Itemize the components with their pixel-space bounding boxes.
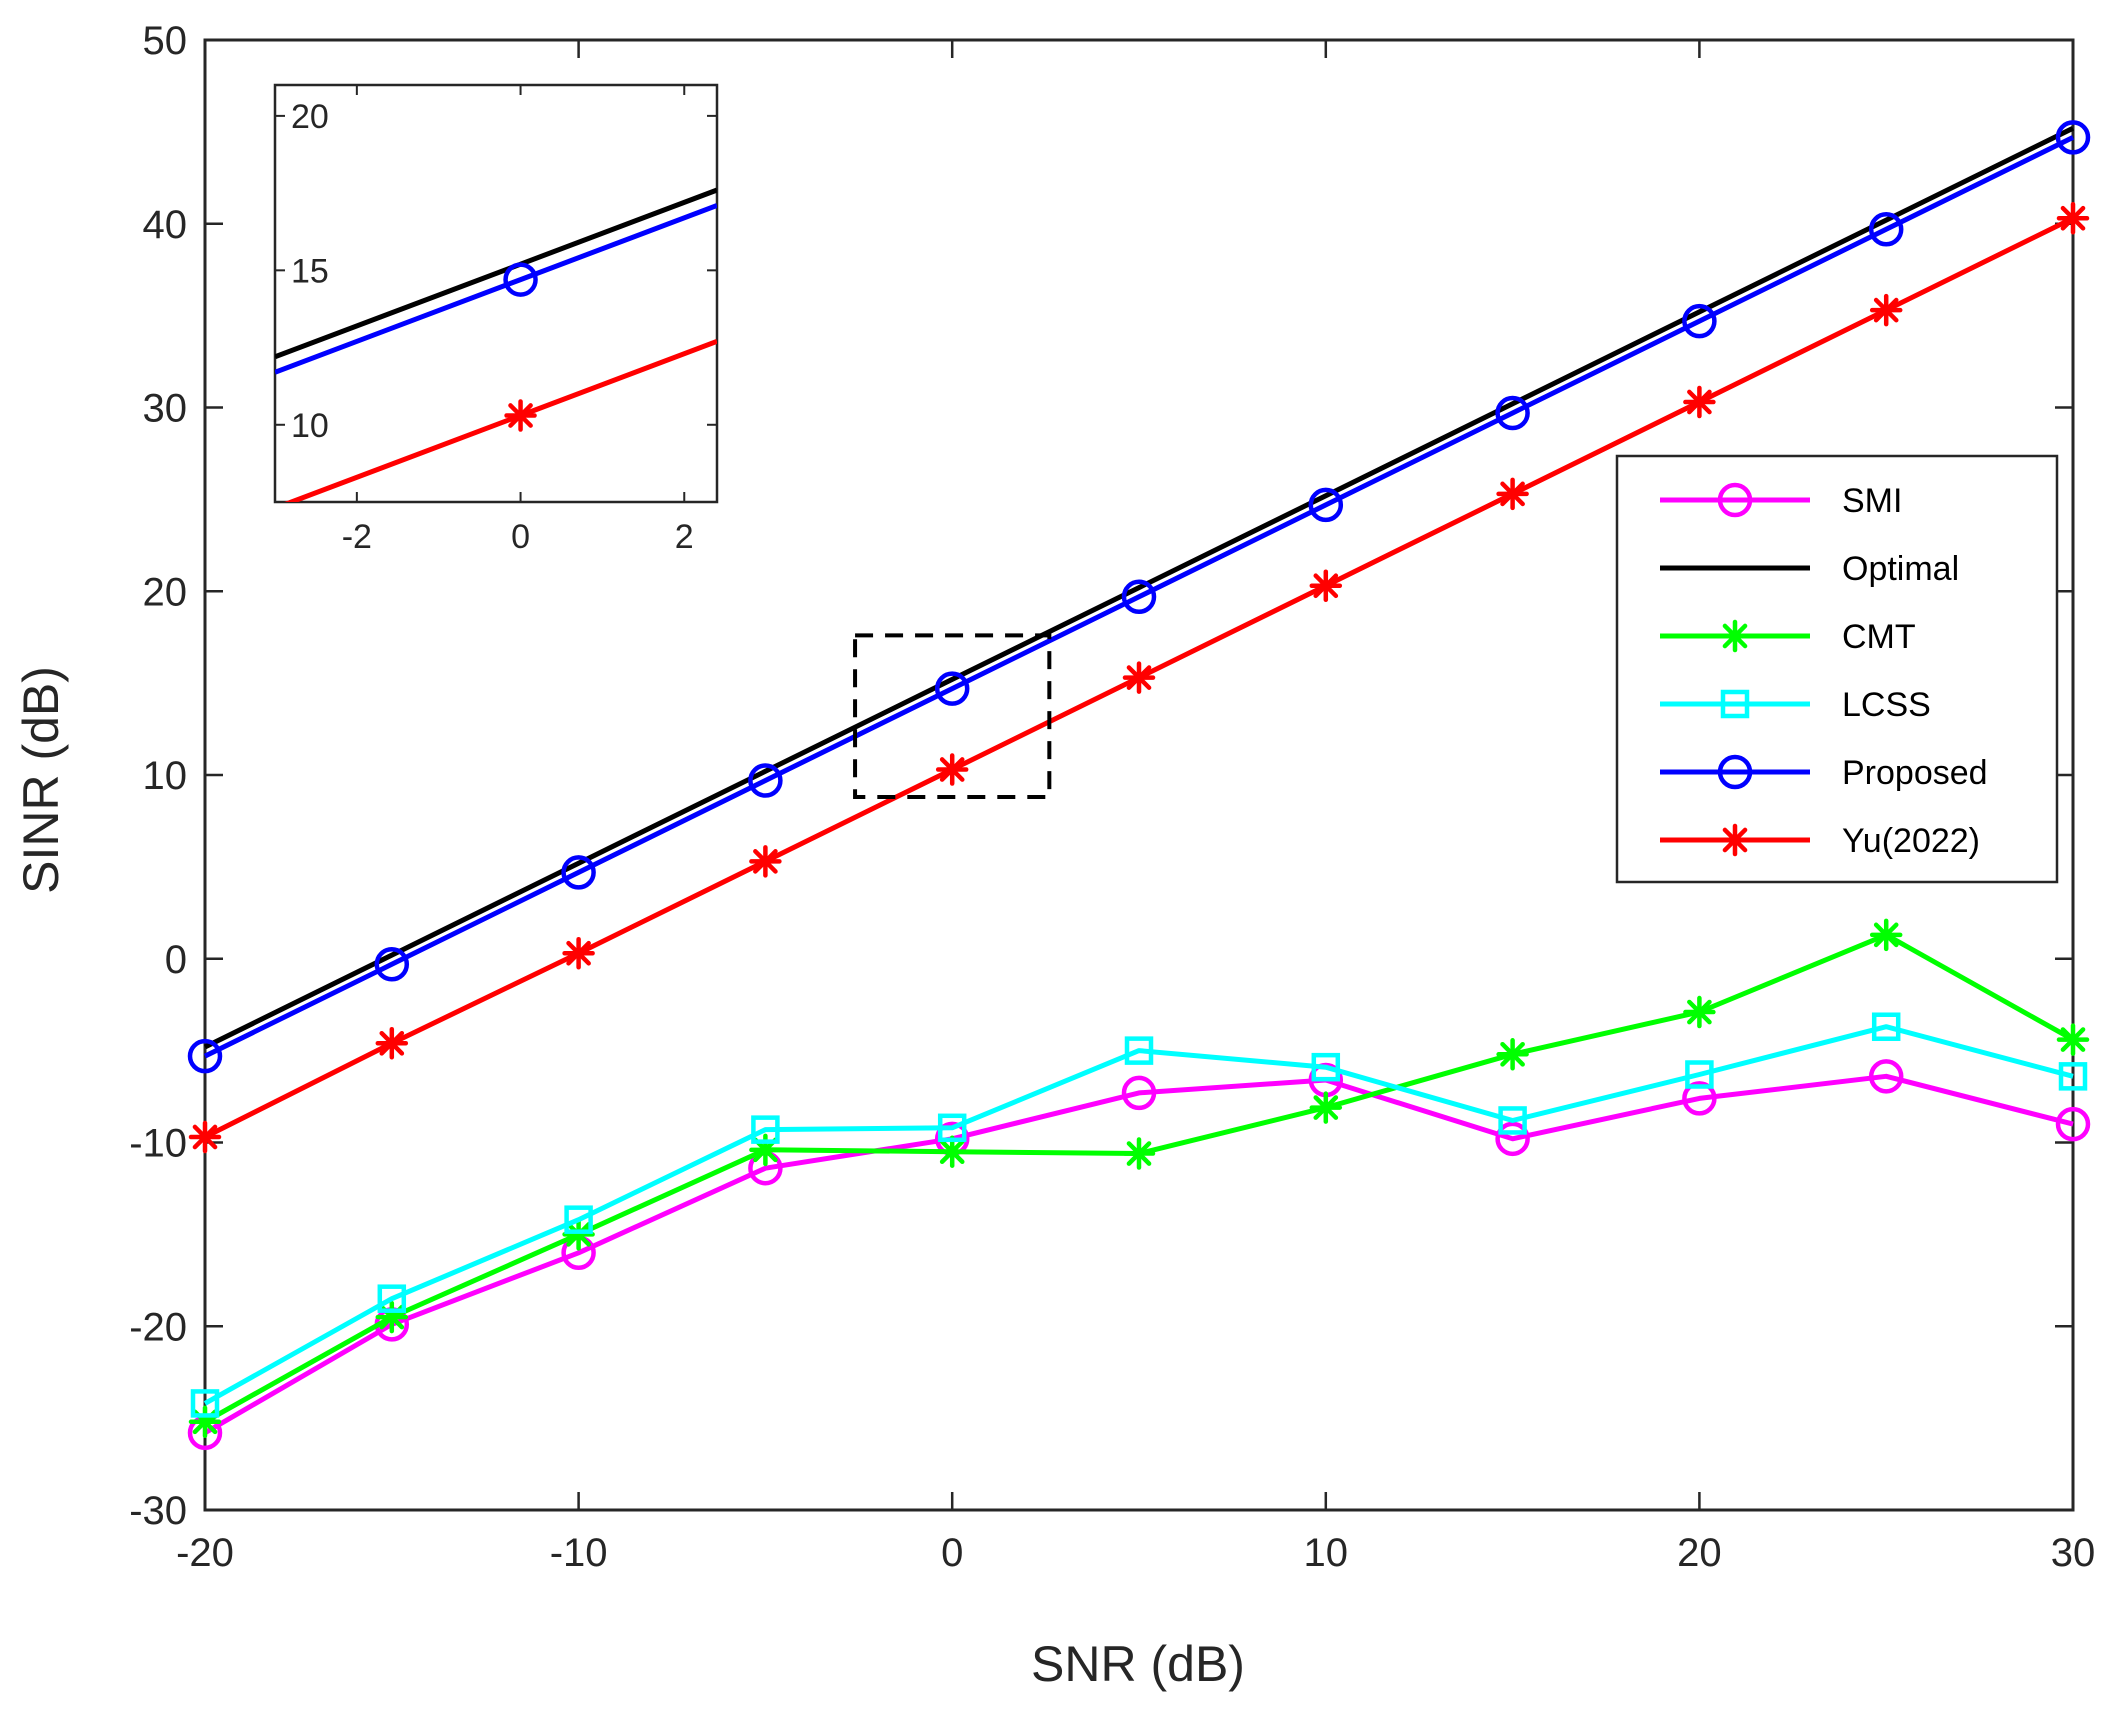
y-tick-label: 40 bbox=[143, 203, 188, 247]
data-point-yu-2022 bbox=[1122, 661, 1156, 694]
data-point-proposed bbox=[187, 1038, 223, 1074]
legend-label-proposed: Proposed bbox=[1842, 754, 1988, 792]
legend-label-smi: SMI bbox=[1842, 482, 1902, 520]
inset-plot-area: -2 0 2 10 15 20 bbox=[273, 83, 719, 556]
series-line-lcss bbox=[203, 1024, 2074, 1406]
y-tick-label: -10 bbox=[129, 1122, 187, 1166]
inset-x-tick-label: 0 bbox=[511, 518, 530, 556]
data-point-cmt bbox=[562, 1218, 595, 1251]
x-tick-label: -20 bbox=[176, 1531, 234, 1575]
data-point-lcss bbox=[1124, 1036, 1154, 1065]
data-point-proposed bbox=[561, 855, 596, 890]
data-point-lcss bbox=[564, 1205, 593, 1234]
data-point-lcss bbox=[751, 1115, 780, 1144]
x-tick-label: -10 bbox=[550, 1531, 608, 1575]
data-point-yu-2022 bbox=[1869, 293, 1903, 327]
y-tick-label: -20 bbox=[129, 1305, 187, 1349]
data-point-proposed bbox=[374, 947, 410, 982]
data-point-proposed bbox=[934, 671, 970, 706]
data-point-lcss bbox=[937, 1113, 967, 1143]
inset-x-tick-label: -2 bbox=[342, 518, 372, 556]
data-point-yu-2022 bbox=[935, 753, 969, 786]
legend-marker-cmt bbox=[1718, 619, 1752, 653]
data-point-lcss bbox=[1685, 1060, 1714, 1089]
inset-y-tick-label: 15 bbox=[291, 252, 329, 290]
data-point-cmt bbox=[935, 1135, 969, 1168]
legend-label-cmt: CMT bbox=[1842, 618, 1916, 656]
data-point-proposed bbox=[1121, 579, 1157, 615]
legend-marker-lcss bbox=[1720, 689, 1750, 719]
data-point-smi bbox=[1121, 1075, 1157, 1111]
data-point-smi bbox=[1495, 1121, 1530, 1157]
data-point-yu-2022 bbox=[1496, 477, 1529, 511]
legend-marker-yu-2022 bbox=[1718, 823, 1752, 857]
y-tick-label: -30 bbox=[129, 1489, 187, 1533]
legend: SMI Optimal CMT LCSS Proposed Yu(2022) bbox=[1615, 454, 2059, 884]
x-tick-label: 20 bbox=[1677, 1531, 1722, 1575]
data-point-smi bbox=[1682, 1081, 1717, 1116]
data-point-smi bbox=[1868, 1059, 1904, 1094]
data-point-lcss bbox=[2058, 1062, 2088, 1091]
data-point-proposed bbox=[2055, 120, 2091, 155]
data-point-lcss bbox=[377, 1284, 407, 1313]
x-tick-label: 30 bbox=[2051, 1531, 2096, 1575]
data-point-yu-2022 bbox=[749, 845, 782, 878]
data-point-lcss bbox=[1311, 1052, 1341, 1082]
y-tick-label: 20 bbox=[143, 570, 188, 614]
inset-y-tick-label: 20 bbox=[291, 98, 329, 136]
inset-series-group bbox=[275, 187, 717, 502]
data-point-proposed bbox=[1682, 303, 1717, 339]
y-axis-title: SINR (dB) bbox=[13, 666, 69, 894]
y-tick-label: 50 bbox=[143, 19, 188, 63]
legend-label-yu-2022: Yu(2022) bbox=[1842, 822, 1980, 860]
inset-line-proposed bbox=[275, 203, 717, 375]
legend-label-optimal: Optimal bbox=[1842, 550, 1959, 588]
data-point-smi bbox=[2055, 1106, 2091, 1142]
data-point-yu-2022 bbox=[1683, 385, 1716, 419]
data-point-lcss bbox=[1871, 1012, 1901, 1041]
inset-x-tick-label: 2 bbox=[675, 518, 694, 556]
series-line-optimal bbox=[203, 125, 2075, 1050]
data-point-cmt bbox=[1309, 1091, 1343, 1124]
data-point-proposed bbox=[1495, 395, 1530, 431]
data-point-lcss bbox=[1498, 1106, 1527, 1135]
data-point-proposed bbox=[748, 763, 783, 798]
x-tick-label: 0 bbox=[941, 1531, 963, 1575]
inset-frame bbox=[273, 83, 719, 504]
inset-point-yu-2022 bbox=[504, 399, 537, 432]
data-point-proposed bbox=[1308, 487, 1344, 523]
legend-box bbox=[1615, 454, 2059, 884]
data-point-proposed bbox=[1868, 212, 1904, 247]
zoom-region-box bbox=[853, 633, 1052, 800]
data-point-yu-2022 bbox=[188, 1120, 222, 1154]
data-point-yu-2022 bbox=[1309, 569, 1343, 602]
legend-marker-smi bbox=[1717, 482, 1753, 518]
data-point-yu-2022 bbox=[2056, 201, 2090, 235]
legend-label-lcss: LCSS bbox=[1842, 686, 1931, 724]
y-tick-label: 10 bbox=[143, 754, 188, 798]
series-line-proposed bbox=[203, 135, 2075, 1059]
data-point-cmt bbox=[1869, 918, 1903, 952]
data-point-yu-2022 bbox=[375, 1027, 409, 1060]
inset-y-tick-label: 10 bbox=[291, 407, 329, 445]
data-point-lcss bbox=[190, 1389, 220, 1418]
data-point-cmt bbox=[2056, 1023, 2090, 1056]
series-line-smi bbox=[203, 1073, 2074, 1435]
x-tick-label: 10 bbox=[1304, 1531, 1349, 1575]
x-axis-title: SNR (dB) bbox=[1031, 1636, 1245, 1692]
y-tick-label: 0 bbox=[165, 938, 187, 982]
data-point-yu-2022 bbox=[562, 936, 595, 970]
legend-marker-proposed bbox=[1717, 754, 1753, 790]
inset-point-proposed bbox=[503, 262, 538, 297]
data-point-cmt bbox=[1122, 1137, 1156, 1170]
data-point-cmt bbox=[1683, 995, 1716, 1029]
data-point-cmt bbox=[1496, 1038, 1529, 1071]
y-tick-label: 30 bbox=[143, 387, 188, 431]
